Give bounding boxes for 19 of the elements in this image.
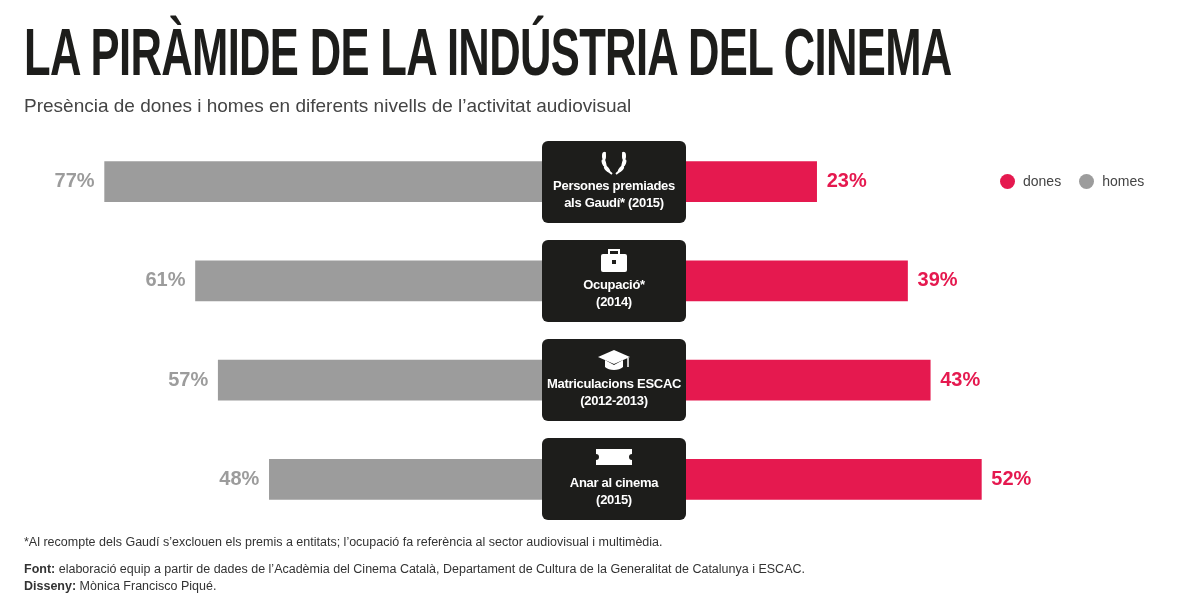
y-tick-label: Ocupació* (2014) <box>582 275 646 310</box>
data-label: 57% <box>168 367 209 390</box>
data-label: 23% <box>826 169 867 192</box>
data-label: 48% <box>219 466 260 489</box>
data-label: 39% <box>917 268 958 291</box>
legend-label: dones <box>1022 173 1062 189</box>
legend-label: homes <box>1101 173 1145 189</box>
text: Font: elaboració equip a partir de dades de l’Acadèmia del Cinema Català, Departament de Cultura de la Generalitat de Catalunya i ESCAC. <box>24 561 805 578</box>
data-label: 77% <box>54 169 95 192</box>
y-tick-label: Matriculacions ESCAC (2012-2013) <box>545 375 683 410</box>
data-label: 52% <box>991 466 1032 489</box>
annotation: *Al recompte dels Gaudí s’exclouen els premis a entitats; l’ocupació fa referència al sector audiovisual i multimèdia. <box>24 534 664 551</box>
data-label: 43% <box>940 367 981 390</box>
y-tick-label: Anar al cinema (2015) <box>568 474 660 509</box>
chart-subtitle: Presència de dones i homes en diferents nivells de l’activitat audiovisual <box>24 95 632 117</box>
data-label: 61% <box>145 268 186 291</box>
y-tick-label: Persones premiades als Gaudí* (2015) <box>552 176 676 211</box>
chart-title: LA PIRÀMIDE DE LA INDÚSTRIA DEL CINEMA <box>24 14 952 90</box>
text: Disseny: Mònica Francisco Piqué. <box>24 578 218 595</box>
